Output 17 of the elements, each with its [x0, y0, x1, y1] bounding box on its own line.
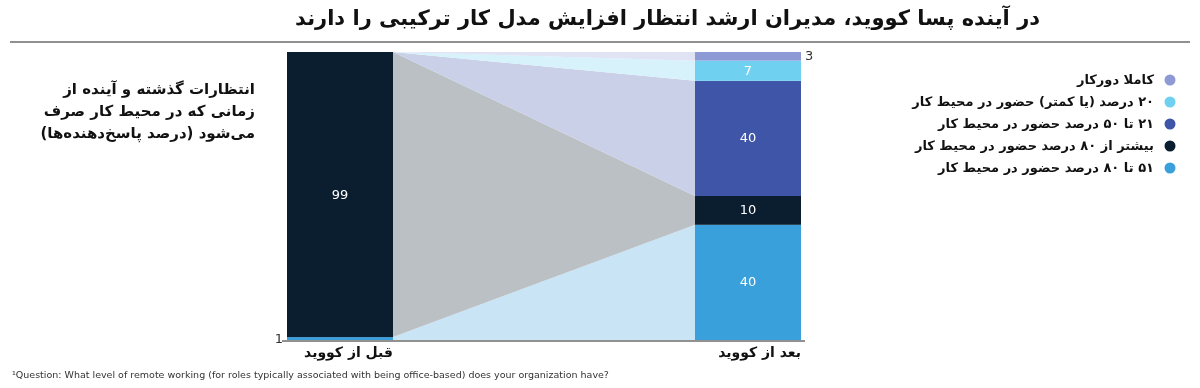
data-label: 3 — [805, 48, 814, 64]
data-label: 40 — [739, 130, 757, 146]
x-tick-label: بعد از کووید — [717, 344, 801, 360]
legend-label: ۲۱ تا ۵۰ درصد حضور در محیط کار — [936, 115, 1154, 133]
x-tick-label: قبل از کووید — [303, 344, 393, 360]
legend-label: کاملا دورکار — [1075, 71, 1154, 89]
legend-label: بیشتر از ۸۰ درصد حضور در محیط کار — [913, 137, 1154, 155]
data-label: 1 — [274, 330, 283, 346]
data-label: 40 — [739, 274, 757, 290]
legend-label: ۵۱ تا ۸۰ درصد حضور در محیط کار — [936, 159, 1154, 177]
data-label: 10 — [739, 202, 757, 218]
data-label: 99 — [331, 186, 349, 202]
text: ¹Question: What level of remote working (for roles typically associated with being office-based) does your organization have? — [12, 369, 609, 380]
legend-label: ۲۰ درصد (یا کمتر) حضور در محیط کار — [910, 93, 1154, 111]
text: انتظارات گذشته و آینده از زمانی که در محیط کار صرف می‌شود (درصد پاسخ‌دهنده‌ها) — [40, 79, 255, 144]
chart-title: در آینده پسا کووید، مدیران ارشد انتظار افزایش مدل کار ترکیبی را دارند — [294, 6, 1040, 30]
data-label: 7 — [743, 62, 753, 78]
